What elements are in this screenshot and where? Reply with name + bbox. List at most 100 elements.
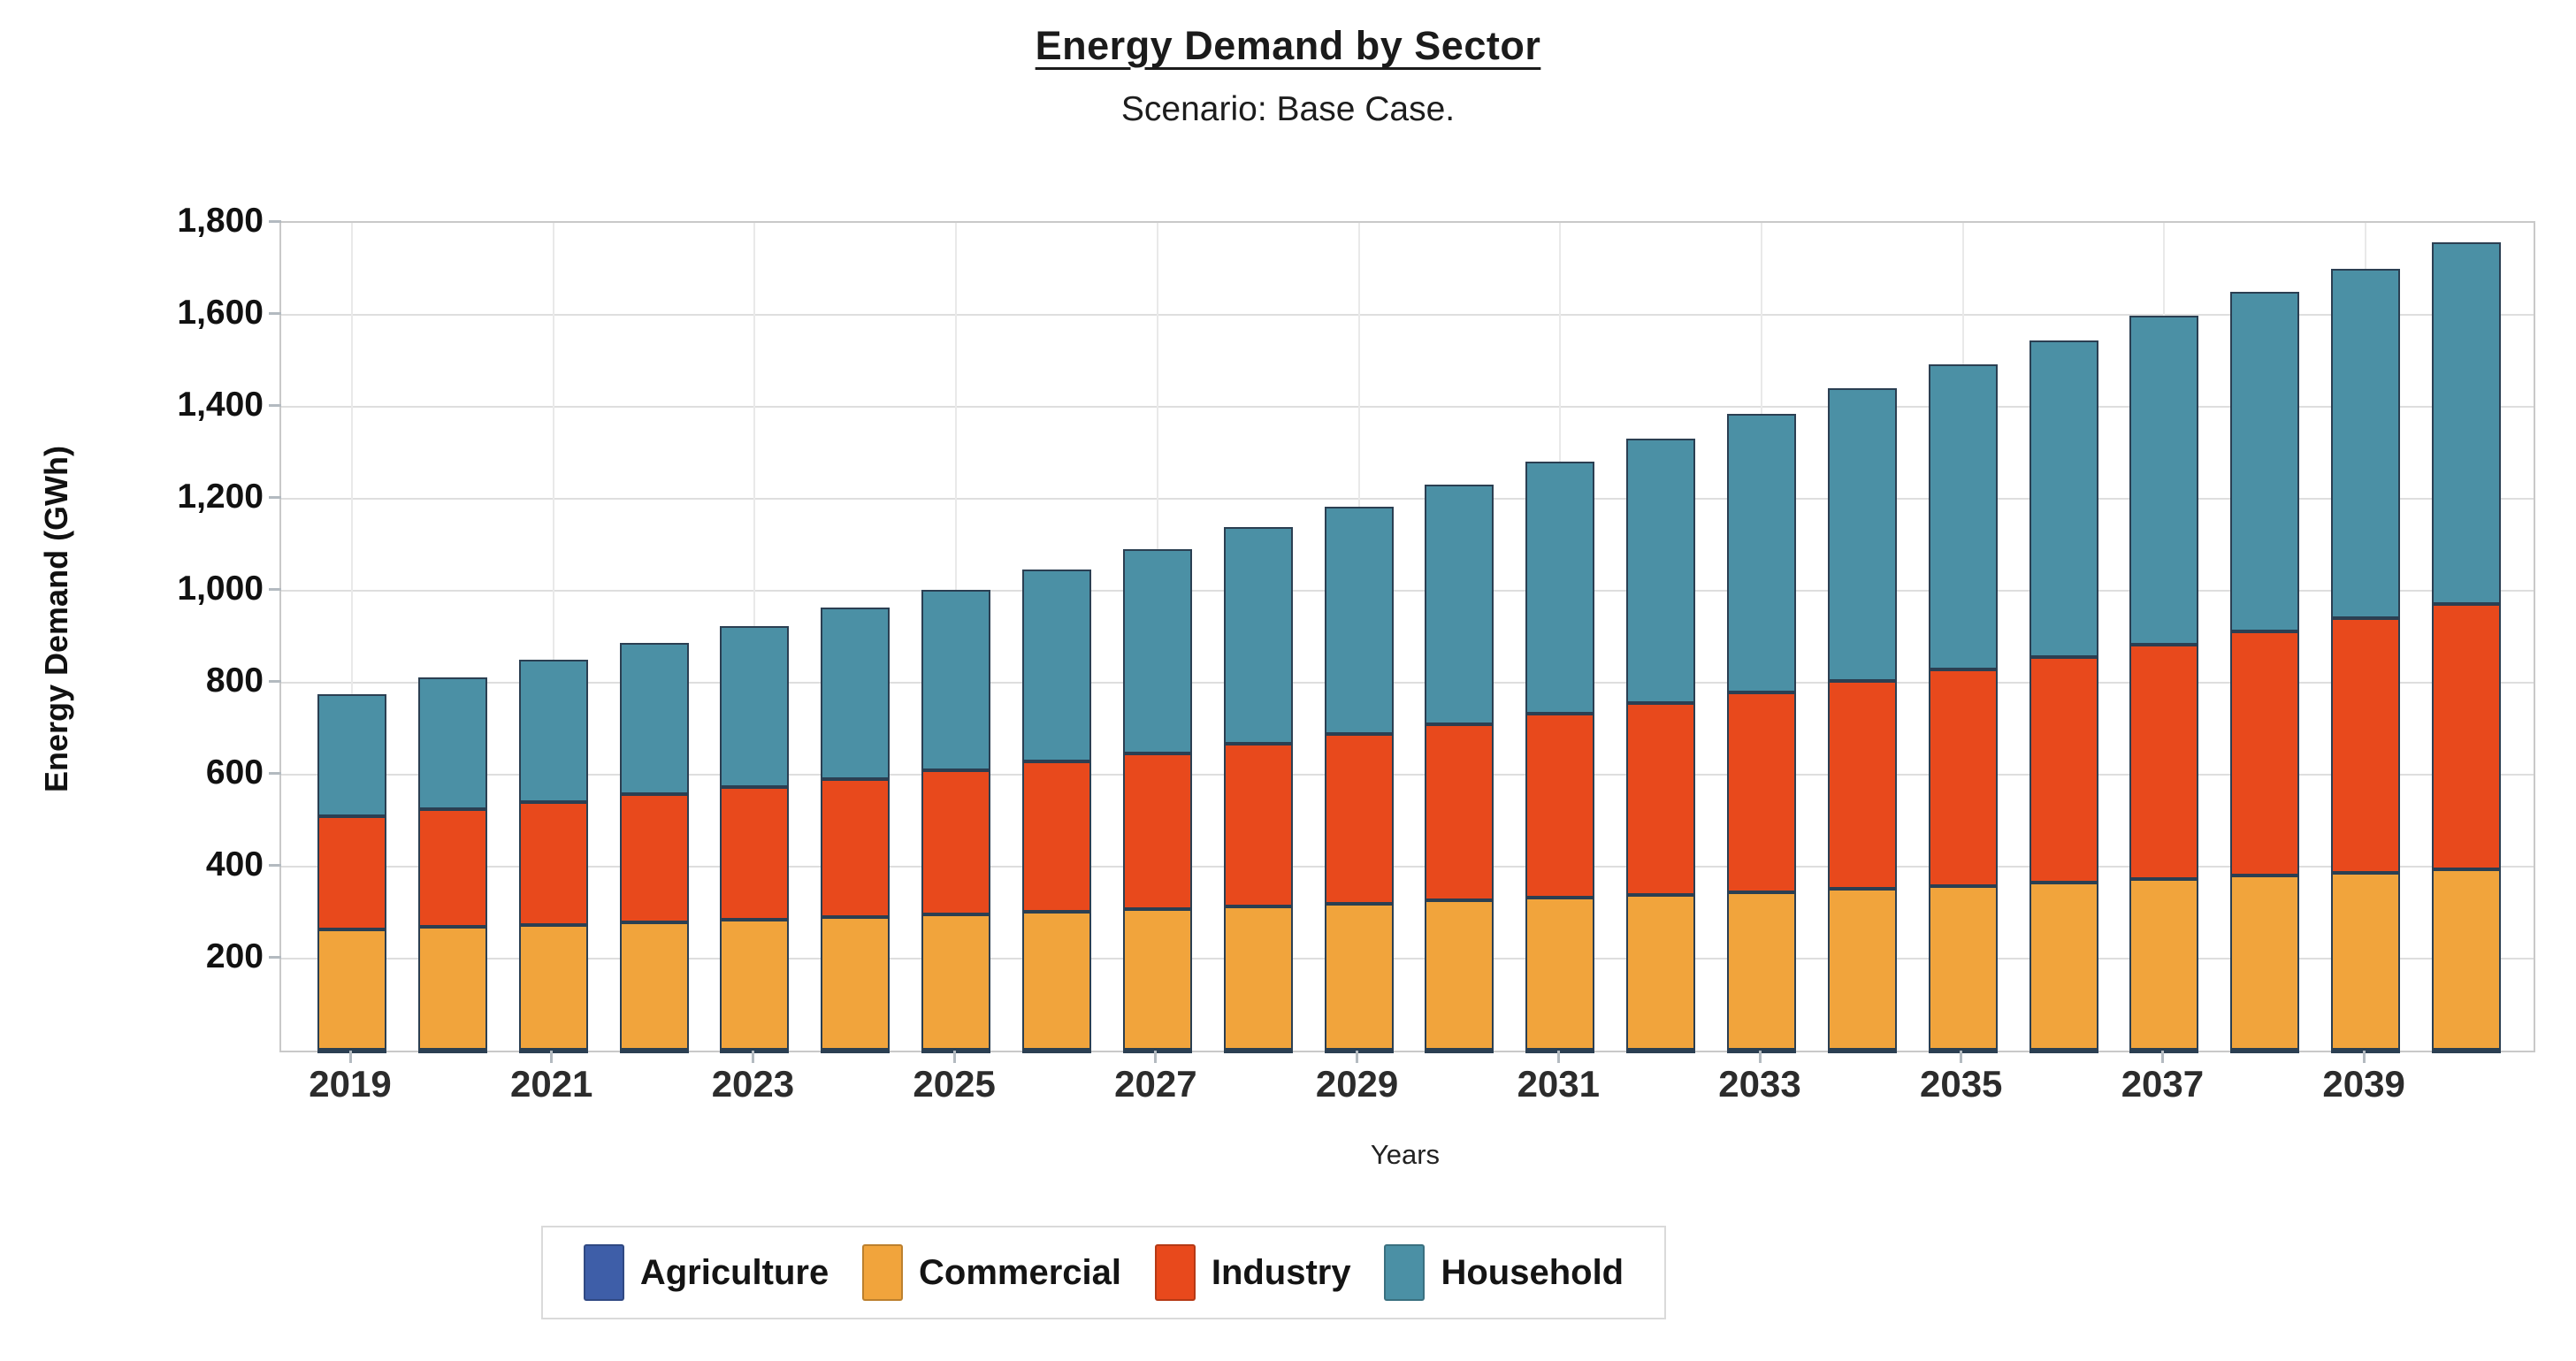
bar-segment-commercial <box>1324 904 1394 1050</box>
y-tick-mark <box>269 312 281 315</box>
bar-segment-agriculture <box>417 1049 487 1053</box>
x-gridline <box>552 223 554 1051</box>
y-gridline <box>281 682 2534 684</box>
bar-segment-agriculture <box>821 1049 891 1053</box>
bar-segment-agriculture <box>518 1049 588 1053</box>
bar-segment-commercial <box>518 924 588 1050</box>
plot-area <box>279 221 2535 1053</box>
bar-segment-commercial <box>619 921 689 1050</box>
x-gridline <box>351 223 353 1051</box>
bar-segment-household <box>317 694 386 816</box>
y-tick-label: 400 <box>205 845 264 883</box>
x-tick-mark <box>751 1051 754 1063</box>
y-gridline <box>281 958 2534 960</box>
agriculture-swatch-icon <box>583 1244 624 1301</box>
bar-segment-commercial <box>1626 895 1696 1050</box>
industry-swatch-icon <box>1154 1244 1196 1301</box>
bar-segment-commercial <box>1425 900 1494 1050</box>
bar-segment-household <box>1626 439 1696 704</box>
bar-segment-commercial <box>720 919 790 1050</box>
x-tick-mark <box>1154 1051 1158 1063</box>
bar-segment-agriculture <box>1626 1049 1696 1053</box>
bar-segment-industry <box>1626 703 1696 896</box>
bar-segment-agriculture <box>2230 1049 2300 1053</box>
bar-segment-industry <box>2029 657 2098 883</box>
y-tick-mark <box>269 220 281 223</box>
bar-segment-household <box>1525 462 1595 715</box>
x-axis-title: Years <box>1370 1139 1441 1170</box>
bar-segment-commercial <box>1122 909 1192 1050</box>
x-tick-mark <box>1758 1051 1762 1063</box>
x-tick-label: 2023 <box>711 1063 795 1105</box>
y-tick-label: 1,800 <box>177 202 264 240</box>
x-tick-label: 2039 <box>2322 1063 2405 1105</box>
bar-segment-household <box>1827 388 1897 681</box>
x-tick-label: 2037 <box>2121 1063 2205 1105</box>
y-tick-label: 1,400 <box>177 386 264 424</box>
bar-segment-agriculture <box>921 1049 991 1053</box>
y-gridline <box>281 498 2534 500</box>
bar-segment-industry <box>821 778 891 918</box>
bar-segment-industry <box>2331 618 2401 873</box>
bar-segment-agriculture <box>2029 1049 2098 1053</box>
bar-segment-household <box>619 643 689 795</box>
bar-segment-household <box>518 660 588 802</box>
chart-title: Energy Demand by Sector <box>1035 23 1541 68</box>
bar-segment-industry <box>1324 734 1394 905</box>
bar-segment-household <box>720 626 790 787</box>
bar-segment-agriculture <box>1022 1049 1091 1053</box>
bar-segment-household <box>417 677 487 809</box>
x-tick-label: 2035 <box>1919 1063 2003 1105</box>
bar-segment-industry <box>317 815 386 929</box>
bar-segment-agriculture <box>1425 1049 1494 1053</box>
bar-segment-household <box>1223 527 1293 745</box>
y-tick-label: 1,600 <box>177 294 264 332</box>
bar-segment-household <box>1928 364 1998 670</box>
bar-segment-industry <box>1223 744 1293 907</box>
bar-segment-commercial <box>2331 872 2401 1050</box>
bar-segment-industry <box>1928 669 1998 886</box>
bar-segment-industry <box>619 794 689 922</box>
x-tick-label: 2033 <box>1718 1063 1801 1105</box>
y-tick-mark <box>269 864 281 867</box>
y-gridline <box>281 314 2534 316</box>
bar-segment-industry <box>1425 723 1494 901</box>
bar-segment-agriculture <box>1827 1049 1897 1053</box>
bar-segment-industry <box>1727 692 1796 892</box>
x-tick-mark <box>2160 1051 2164 1063</box>
bar-segment-industry <box>720 786 790 920</box>
y-tick-mark <box>269 772 281 775</box>
bar-segment-industry <box>2230 631 2300 876</box>
y-tick-mark <box>269 956 281 959</box>
bar-segment-household <box>921 589 991 770</box>
bar-segment-commercial <box>2129 879 2199 1050</box>
bar-segment-agriculture <box>1525 1049 1595 1053</box>
bar-segment-agriculture <box>1928 1049 1998 1053</box>
bar-segment-household <box>2331 269 2401 619</box>
bar-segment-commercial <box>1022 911 1091 1050</box>
bar-segment-household <box>821 608 891 779</box>
bar-segment-industry <box>1122 753 1192 910</box>
legend-label-industry: Industry <box>1211 1252 1351 1292</box>
bar-segment-agriculture <box>2331 1049 2401 1053</box>
bar-segment-household <box>1324 506 1394 735</box>
x-tick-label: 2021 <box>509 1063 593 1105</box>
y-tick-mark <box>269 404 281 407</box>
commercial-swatch-icon <box>862 1244 904 1301</box>
y-gridline <box>281 590 2534 592</box>
bar-segment-agriculture <box>720 1049 790 1053</box>
x-tick-label: 2031 <box>1517 1063 1600 1105</box>
household-swatch-icon <box>1384 1244 1426 1301</box>
legend-item-commercial: Commercial <box>862 1244 1121 1301</box>
bar-segment-industry <box>417 809 487 928</box>
x-tick-label: 2025 <box>913 1063 996 1105</box>
bar-segment-commercial <box>2432 868 2501 1050</box>
y-tick-mark <box>269 680 281 683</box>
y-gridline <box>281 406 2534 408</box>
legend-label-agriculture: Agriculture <box>639 1252 829 1292</box>
x-tick-mark <box>952 1051 956 1063</box>
legend-item-agriculture: Agriculture <box>583 1244 829 1301</box>
bar-segment-commercial <box>317 929 386 1050</box>
legend-item-household: Household <box>1384 1244 1624 1301</box>
legend-label-commercial: Commercial <box>919 1252 1121 1292</box>
